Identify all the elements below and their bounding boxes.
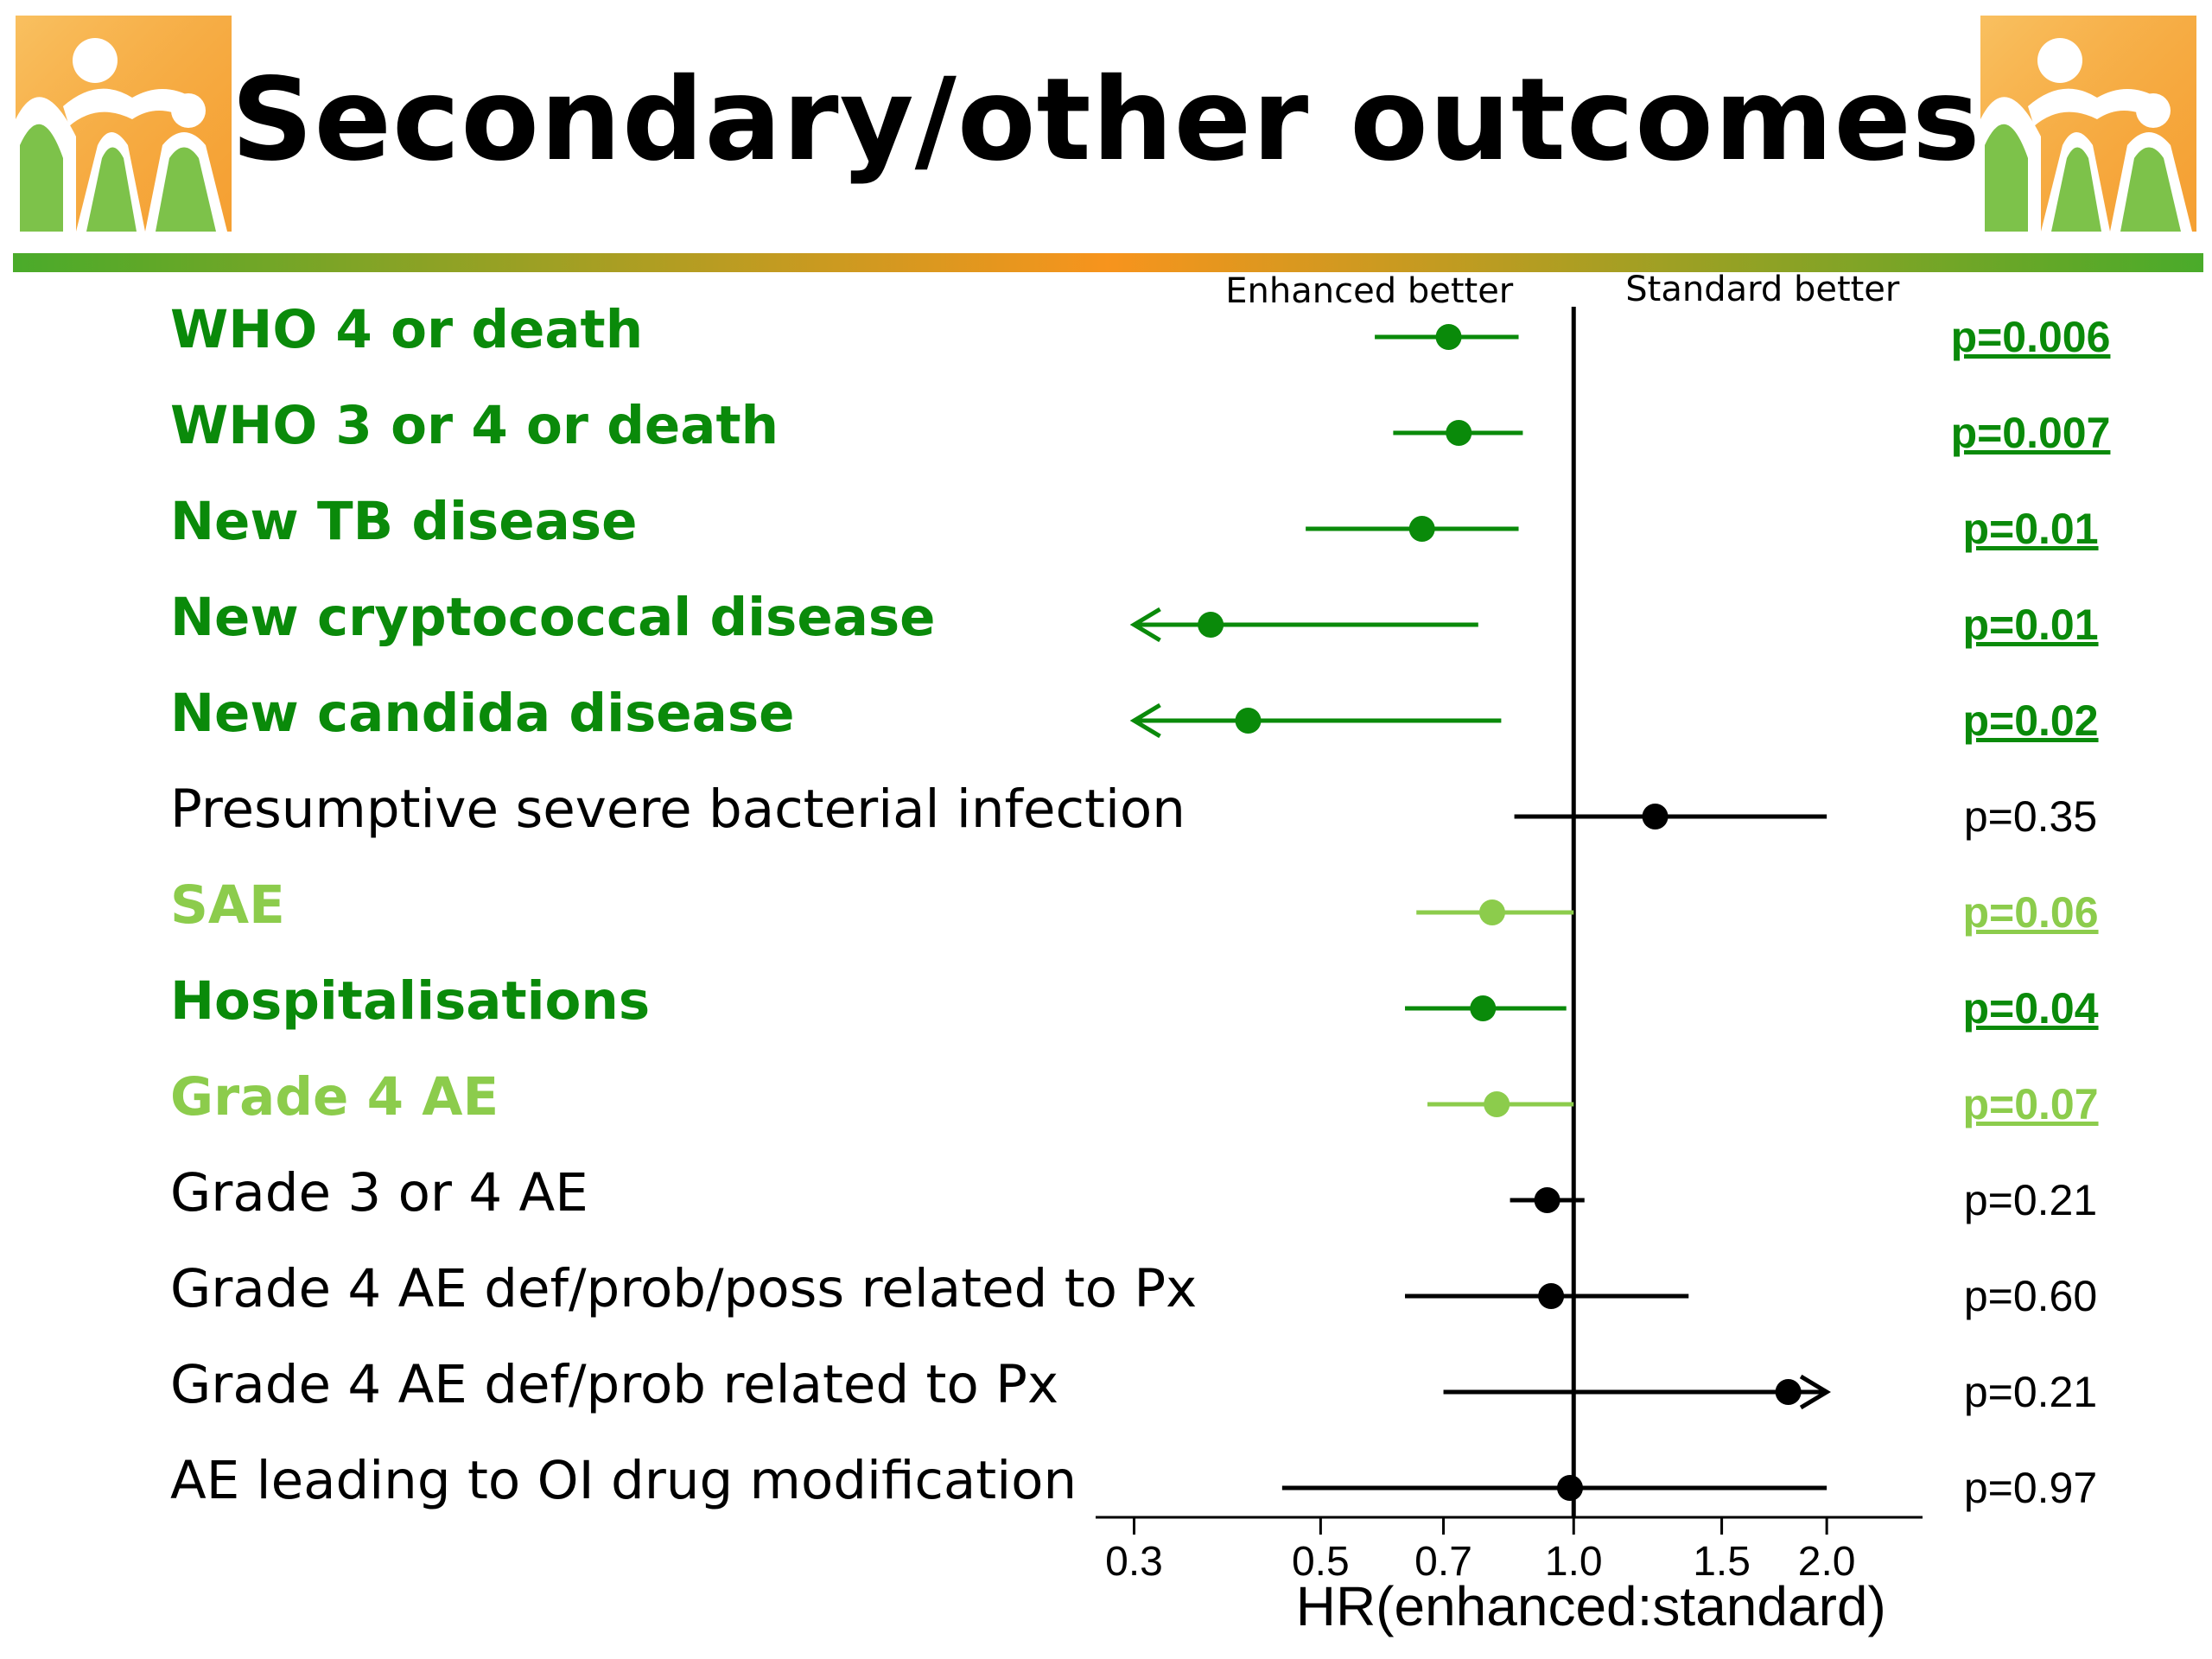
family-logo-icon [16,16,232,232]
x-tick-label: 0.5 [1292,1539,1350,1585]
x-axis-label: HR(enhanced:standard) [1296,1575,1886,1637]
x-tick-label: 1.5 [1693,1539,1751,1585]
point-estimate [1198,612,1224,638]
outcome-label: Grade 4 AE [170,1066,499,1128]
outcome-label: WHO 3 or 4 or death [170,395,779,456]
outcome-label: New TB disease [170,491,637,552]
header-divider [13,253,2203,272]
point-estimate [1538,1283,1565,1309]
p-value: p=0.21 [1964,1176,2097,1224]
outcome-label: Grade 3 or 4 AE [170,1162,588,1224]
outcome-label: Presumptive severe bacterial infection [170,779,1185,840]
direction-label-right: Standard better [1625,270,1900,309]
p-value: p=0.007 [1951,409,2111,457]
outcome-label: New cryptococcal disease [170,587,936,648]
p-value: p=0.21 [1964,1368,2097,1416]
point-estimate [1435,324,1462,350]
p-value: p=0.01 [1962,505,2098,553]
point-estimate [1478,899,1505,925]
outcome-label: AE leading to OI drug modification [170,1450,1077,1511]
p-value: p=0.07 [1962,1080,2098,1128]
family-logo-icon [1980,16,2196,232]
point-estimate [1557,1475,1584,1501]
point-estimate [1775,1379,1802,1405]
p-value: p=0.01 [1962,601,2098,649]
direction-label-left: Enhanced better [1225,271,1514,311]
point-estimate [1484,1091,1510,1117]
ci-arrow-right [1799,1374,1831,1410]
x-tick-label: 0.3 [1105,1539,1163,1585]
outcome-label: Hospitalisations [170,970,650,1032]
point-estimate [1408,516,1435,542]
x-tick-label: 1.0 [1545,1539,1603,1585]
outcome-label: WHO 4 or death [170,299,643,360]
p-value: p=0.60 [1964,1272,2097,1320]
point-estimate [1642,804,1669,830]
p-value: p=0.02 [1962,696,2098,745]
point-estimate [1470,995,1497,1021]
outcome-label: SAE [170,874,285,936]
page-title: Secondary/other outcomes [231,54,1981,187]
outcome-label: New candida disease [170,683,795,744]
point-estimate [1235,708,1262,734]
p-value: p=0.35 [1964,792,2097,841]
p-value: p=0.006 [1951,313,2111,361]
ci-arrow-left [1129,702,1161,739]
x-tick-label: 0.7 [1414,1539,1472,1585]
p-value: p=0.04 [1962,984,2098,1033]
point-estimate [1446,420,1472,446]
p-value: p=0.06 [1962,888,2098,937]
p-value: p=0.97 [1964,1464,2097,1512]
outcome-label: Grade 4 AE def/prob/poss related to Px [170,1258,1197,1319]
x-tick-label: 2.0 [1798,1539,1856,1585]
outcome-label: Grade 4 AE def/prob related to Px [170,1354,1058,1415]
ci-arrow-left [1129,607,1161,643]
point-estimate [1534,1187,1560,1213]
